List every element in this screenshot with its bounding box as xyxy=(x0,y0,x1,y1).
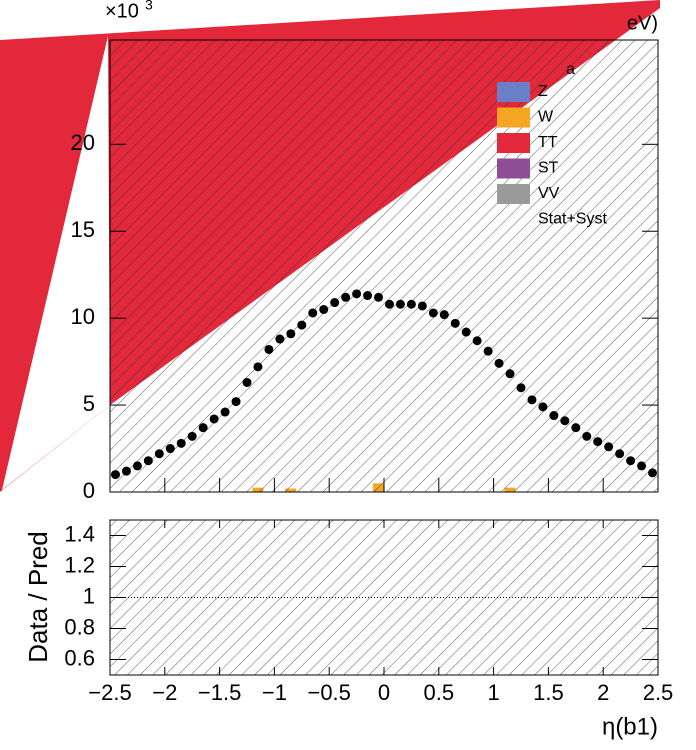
x-tick-label: 2.5 xyxy=(643,680,674,705)
x-tick-label: −1.5 xyxy=(198,680,241,705)
data-point xyxy=(110,470,120,480)
legend-swatch xyxy=(497,184,530,204)
data-point xyxy=(198,423,208,433)
data-point xyxy=(549,411,559,421)
legend-swatch xyxy=(497,133,530,153)
data-point xyxy=(461,327,471,337)
data-point xyxy=(176,438,186,448)
data-point xyxy=(516,383,526,393)
data-point xyxy=(319,304,329,314)
ratio-y-tick-label: 1.2 xyxy=(64,552,95,577)
corner-text: eV) xyxy=(627,12,658,34)
data-point xyxy=(582,431,592,441)
data-point xyxy=(242,377,252,387)
legend-swatch xyxy=(497,82,530,102)
legend-label: TT xyxy=(538,134,558,151)
x-tick-label: 1.5 xyxy=(533,680,564,705)
data-point xyxy=(187,431,197,441)
ratio-y-label: Data / Pred xyxy=(23,531,53,663)
data-point xyxy=(264,344,274,354)
data-point xyxy=(494,358,504,368)
data-point xyxy=(341,292,351,302)
x-tick-label: −2 xyxy=(152,680,177,705)
y-tick-label: 15 xyxy=(71,217,95,242)
data-point xyxy=(604,442,614,452)
data-point xyxy=(428,308,438,318)
data-point xyxy=(450,318,460,328)
data-point xyxy=(253,362,263,372)
data-point xyxy=(648,468,658,478)
data-point xyxy=(560,416,570,426)
y-tick-label: 0 xyxy=(83,478,95,503)
data-point xyxy=(143,456,153,466)
data-point xyxy=(297,320,307,330)
data-point xyxy=(417,301,427,311)
data-point xyxy=(505,369,515,379)
x-tick-label: 0 xyxy=(378,680,390,705)
artifact-gap xyxy=(2,36,110,490)
data-point xyxy=(483,346,493,356)
data-point xyxy=(472,336,482,346)
data-point xyxy=(275,334,285,344)
y-tick-label: 10 xyxy=(71,304,95,329)
legend-label: VV xyxy=(538,185,560,202)
data-point xyxy=(538,402,548,412)
x-tick-label: −2.5 xyxy=(88,680,131,705)
y-multiplier: ×10 xyxy=(105,0,139,22)
data-point xyxy=(209,414,219,424)
legend-label: Z xyxy=(538,83,548,100)
x-tick-label: 2 xyxy=(597,680,609,705)
data-point xyxy=(154,449,164,459)
data-point xyxy=(593,437,603,447)
data-point xyxy=(330,298,340,308)
legend-swatch xyxy=(497,158,530,179)
data-point xyxy=(121,466,131,476)
data-point xyxy=(231,397,241,407)
data-point xyxy=(439,310,449,320)
data-point xyxy=(308,308,318,318)
x-tick-label: −0.5 xyxy=(307,680,350,705)
legend-label: ST xyxy=(538,160,559,177)
data-point xyxy=(527,395,537,405)
data-point xyxy=(637,461,647,471)
data-point xyxy=(626,456,636,466)
data-point xyxy=(132,461,142,471)
y-tick-label: 20 xyxy=(71,130,95,155)
data-point xyxy=(395,299,405,309)
data-point xyxy=(615,449,625,459)
x-axis-label: η(b1) xyxy=(602,713,658,740)
legend-swatch xyxy=(497,107,530,128)
ratio-y-tick-label: 0.6 xyxy=(64,645,95,670)
y-multiplier-exp: 3 xyxy=(145,0,153,13)
data-point xyxy=(220,407,230,417)
ratio-y-tick-label: 0.8 xyxy=(64,614,95,639)
x-tick-label: 1 xyxy=(487,680,499,705)
legend-fragment: a xyxy=(566,61,575,78)
data-point xyxy=(571,423,581,433)
data-point xyxy=(286,329,296,339)
ratio-y-tick-label: 1 xyxy=(83,583,95,608)
y-tick-label: 5 xyxy=(83,391,95,416)
data-point xyxy=(352,289,362,299)
data-point xyxy=(374,292,384,302)
ratio-y-tick-label: 1.4 xyxy=(64,521,95,546)
data-point xyxy=(406,299,416,309)
x-tick-label: 0.5 xyxy=(424,680,455,705)
data-point xyxy=(165,444,175,454)
x-tick-label: −1 xyxy=(262,680,287,705)
legend-label: Stat+Syst xyxy=(538,211,607,228)
legend-label: W xyxy=(538,109,554,126)
data-point xyxy=(384,299,394,309)
data-point xyxy=(363,291,373,301)
